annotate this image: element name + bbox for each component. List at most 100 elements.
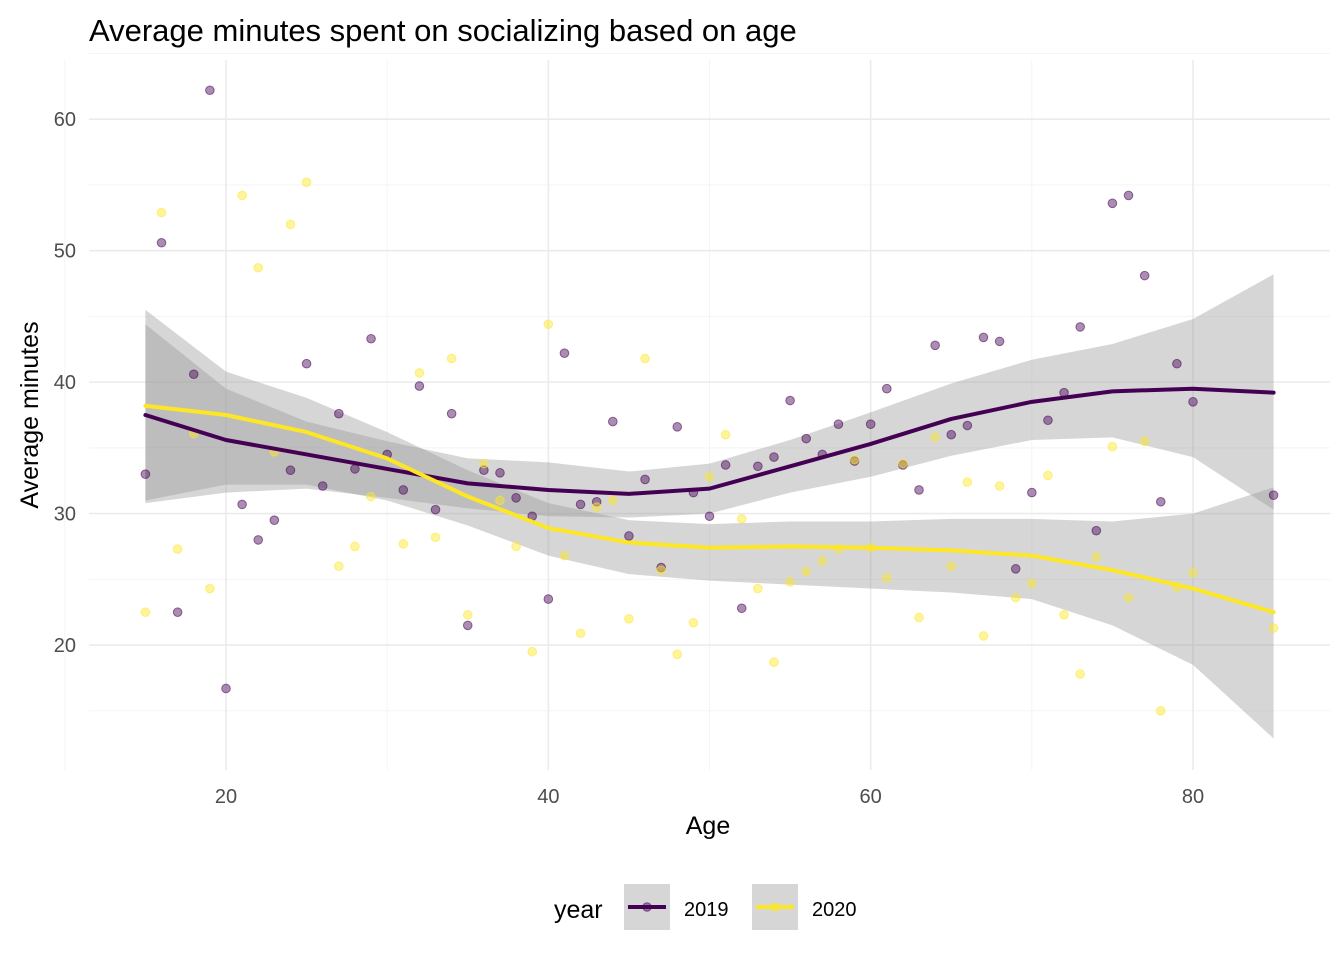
data-point-2019 (140, 469, 151, 479)
x-tick-label: 20 (215, 786, 237, 808)
data-point-2020 (591, 502, 602, 512)
data-point-2020 (446, 353, 457, 364)
data-point-2019 (1139, 270, 1150, 281)
data-point-2020 (1010, 592, 1021, 603)
data-point-2019 (736, 603, 747, 614)
data-point-2019 (994, 336, 1005, 347)
data-point-2020 (334, 561, 344, 572)
legend-label-2019: 2019 (684, 899, 729, 921)
data-point-2020 (350, 541, 360, 552)
data-point-2019 (446, 408, 457, 419)
data-point-2020 (172, 544, 183, 554)
data-point-2020 (156, 207, 167, 218)
data-point-2020 (978, 631, 989, 641)
smooth-lines (143, 386, 1276, 615)
y-tick-label: 30 (54, 504, 76, 526)
data-point-2019 (543, 594, 554, 604)
data-point-2020 (769, 657, 779, 667)
data-point-2019 (156, 237, 167, 248)
data-point-2020 (285, 219, 296, 230)
data-point-2019 (479, 465, 489, 476)
data-point-2020 (1155, 706, 1166, 716)
data-point-2020 (785, 577, 795, 587)
data-point-2020 (720, 429, 731, 440)
data-point-2020 (640, 353, 650, 364)
data-point-2019 (1027, 487, 1037, 498)
data-point-2019 (640, 474, 650, 485)
data-point-2020 (898, 458, 908, 469)
data-point-2019 (1010, 564, 1021, 574)
data-point-2019 (350, 464, 360, 474)
data-point-2019 (495, 468, 505, 478)
data-point-2020 (930, 432, 940, 443)
data-point-2019 (1268, 490, 1279, 501)
data-point-2020 (1043, 470, 1053, 481)
data-point-2020 (511, 541, 521, 552)
tick-labels: 20 40 60 80 20 30 40 50 60 (54, 109, 1204, 808)
data-point-2020 (479, 458, 489, 469)
data-point-2019 (172, 607, 183, 618)
ci-ribbon-2019 (145, 274, 1274, 518)
legend: year 2019 2020 (554, 884, 857, 930)
data-point-2019 (672, 422, 683, 432)
legend-entries: 2019 2020 (624, 884, 857, 930)
legend-label-2020: 2020 (812, 899, 857, 921)
data-point-2020 (656, 565, 666, 575)
data-point-2020 (962, 477, 973, 487)
legend-key-point-2019 (642, 902, 652, 912)
data-point-2019 (1172, 358, 1182, 369)
data-point-2020 (527, 646, 538, 657)
smooth-line-2020 (143, 403, 1276, 615)
data-point-2020 (624, 613, 634, 624)
data-point-2019 (253, 535, 264, 545)
data-point-2020 (1091, 552, 1102, 562)
data-point-2020 (543, 319, 554, 330)
smooth-line-2019 (143, 386, 1276, 496)
x-tick-label: 40 (537, 786, 559, 808)
data-point-2019 (1043, 415, 1053, 426)
data-point-2019 (1188, 397, 1198, 407)
y-axis-title: Average minutes (16, 321, 44, 508)
data-point-2020 (237, 190, 247, 201)
x-tick-label: 60 (860, 786, 882, 808)
legend-key-point-2020 (770, 902, 780, 912)
data-point-2020 (672, 649, 683, 660)
data-point-2020 (994, 481, 1005, 491)
data-point-2019 (1075, 322, 1085, 332)
data-point-2020 (881, 573, 892, 583)
data-point-2019 (1107, 198, 1118, 209)
data-point-2019 (430, 504, 441, 515)
data-point-2019 (962, 420, 973, 431)
data-point-2020 (817, 556, 828, 566)
scatter-points (140, 85, 1279, 716)
data-point-2020 (1123, 592, 1134, 603)
data-point-2019 (769, 452, 779, 462)
data-point-2019 (930, 340, 940, 351)
data-point-2019 (269, 515, 280, 525)
data-point-2020 (1059, 610, 1069, 620)
data-point-2020 (462, 610, 473, 620)
data-point-2019 (366, 333, 376, 344)
data-point-2020 (736, 514, 747, 524)
data-point-2020 (849, 454, 860, 465)
y-tick-label: 60 (54, 109, 76, 131)
data-point-2019 (301, 358, 312, 369)
data-point-2019 (881, 383, 892, 394)
data-point-2019 (801, 433, 812, 444)
legend-title: year (554, 896, 603, 924)
data-point-2020 (301, 177, 312, 188)
data-point-2019 (753, 461, 763, 472)
data-point-2019 (720, 460, 731, 470)
data-point-2019 (188, 369, 199, 380)
data-point-2020 (946, 561, 957, 572)
data-point-2020 (140, 607, 151, 618)
data-point-2020 (801, 566, 812, 577)
data-point-2020 (1027, 578, 1037, 589)
data-point-2020 (575, 628, 586, 639)
data-point-2019 (1123, 190, 1134, 201)
data-point-2020 (414, 368, 425, 378)
data-point-2019 (833, 419, 844, 430)
y-tick-label: 20 (54, 635, 76, 657)
data-point-2019 (575, 499, 586, 510)
data-point-2020 (559, 550, 570, 561)
